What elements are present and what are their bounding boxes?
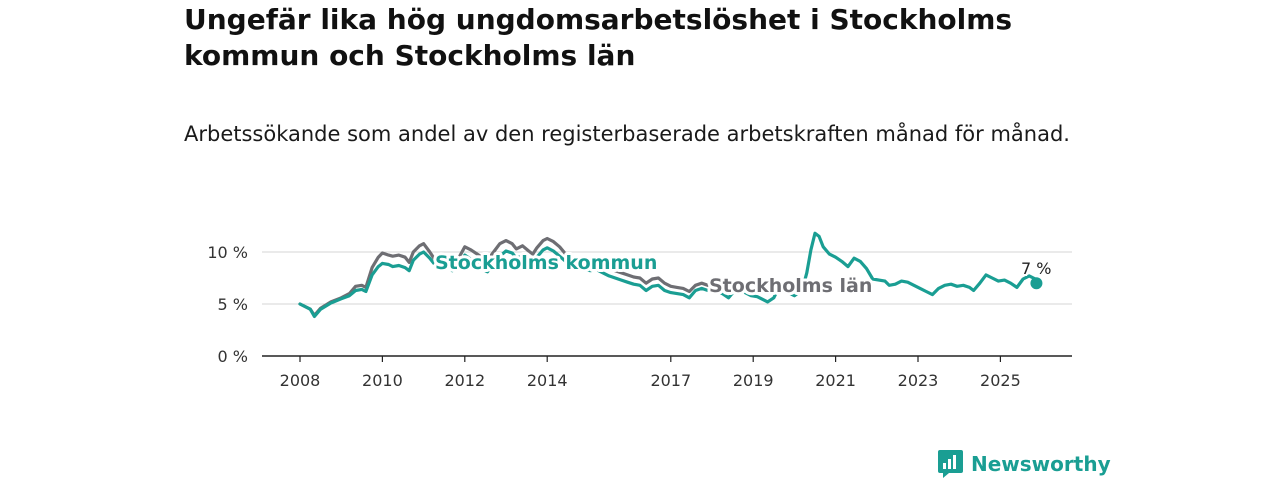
chart-title: Ungefär lika hög ungdomsarbetslöshet i S… [184, 3, 1013, 72]
series-labels: Stockholms kommun Stockholms län 7 % [432, 249, 1053, 300]
y-tick-label: 10 % [207, 243, 248, 262]
x-tick-label: 2019 [733, 371, 774, 390]
series-line-stockholms-lan [298, 236, 710, 317]
brand-name: Newsworthy [971, 452, 1111, 476]
x-tick-label: 2023 [898, 371, 939, 390]
bar-chart-speech-icon [938, 450, 963, 478]
chart-subtitle: Arbetssökande som andel av den registerb… [184, 122, 1070, 146]
x-tick-label: 2021 [815, 371, 856, 390]
x-tick-label: 2012 [444, 371, 485, 390]
y-tick-label: 0 % [218, 347, 248, 366]
x-tick-label: 2017 [650, 371, 691, 390]
end-point-marker [1030, 277, 1043, 290]
x-tick-label: 2014 [527, 371, 568, 390]
end-value-label: 7 % [1021, 259, 1051, 278]
series-lines [298, 231, 1043, 319]
x-tick-label: 2008 [280, 371, 321, 390]
series-label-stockholms-lan: Stockholms län [709, 275, 872, 297]
y-axis-labels: 0 % 5 % 10 % [207, 243, 248, 366]
series-label-stockholms-kommun: Stockholms kommun [435, 252, 657, 274]
x-tick-label: 2010 [362, 371, 403, 390]
x-axis: 2008 2010 2012 2014 2017 2019 2021 2023 2025 [262, 355, 1072, 390]
newsworthy-brand: Newsworthy [937, 448, 1111, 480]
y-tick-label: 5 % [218, 295, 248, 314]
series-line-stockholms-kommun [298, 231, 1037, 319]
gridlines [262, 251, 1072, 305]
x-tick-label: 2025 [980, 371, 1021, 390]
